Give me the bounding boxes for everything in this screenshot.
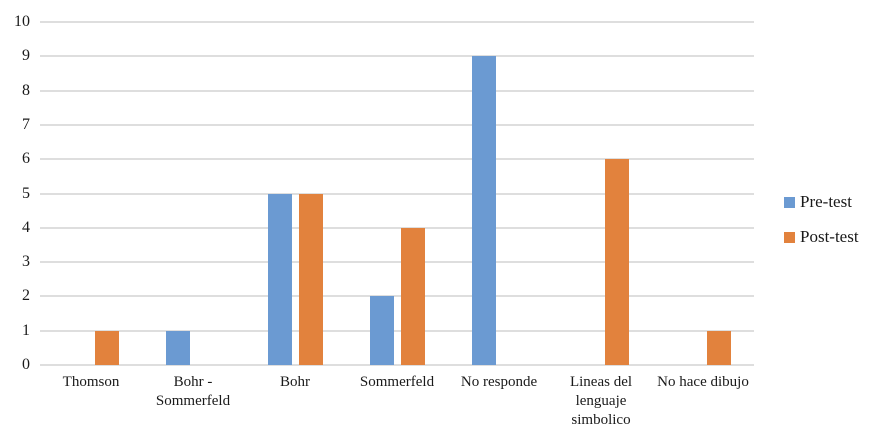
legend: Pre-test Post-test: [784, 192, 859, 262]
legend-item-post-test: Post-test: [784, 227, 859, 247]
plot-area: [40, 21, 754, 366]
bar-pre-test-no-responde: [471, 56, 496, 365]
x-axis-label-bohr-sommerfeld: Bohr - Sommerfeld: [155, 374, 231, 409]
bar-post-test-bohr: [298, 193, 323, 365]
x-axis-label-sommerfeld: Sommerfeld: [359, 374, 435, 390]
legend-label: Pre-test: [800, 192, 852, 211]
y-axis: 0 1 2 3 4 5 6 7 8 9 10: [0, 13, 32, 373]
legend-item-pre-test: Pre-test: [784, 192, 859, 212]
bar-group-bohr: [244, 22, 346, 365]
bar-group-lineas-del-lenguaje-simbolico: [550, 22, 652, 365]
y-axis-tick-label: 3: [22, 253, 30, 271]
y-axis-tick-label: 5: [22, 184, 30, 202]
legend-swatch-icon: [784, 231, 795, 243]
y-axis-tick-label: 8: [22, 81, 30, 99]
gridline: [40, 21, 754, 23]
y-axis-tick-label: 10: [14, 13, 30, 30]
bar-post-test-thomson: [94, 330, 119, 365]
bar-group-sommerfeld: [346, 22, 448, 365]
x-axis-label-no-hace-dibujo: No hace dibujo: [657, 374, 749, 390]
bar-groups: [40, 22, 754, 365]
y-axis-tick-label: 2: [22, 287, 30, 305]
bar-pre-test-bohr: [267, 193, 292, 365]
x-axis-label-thomson: Thomson: [62, 374, 120, 390]
x-axis-label-lineas-del-lenguaje-simbolico: Lineas del lenguaje simbolico: [569, 374, 633, 428]
bar-group-thomson: [40, 22, 142, 365]
gridline: [40, 226, 754, 229]
gridline: [40, 364, 754, 366]
y-axis-tick-label: 9: [22, 47, 30, 65]
gridline: [40, 192, 754, 195]
gridline: [40, 295, 754, 298]
x-axis-label-bohr: Bohr: [280, 374, 310, 390]
y-axis-tick-label: 6: [22, 150, 30, 168]
gridline: [40, 158, 754, 161]
legend-swatch-icon: [784, 196, 795, 208]
y-axis-tick-label: 4: [22, 218, 30, 236]
bar-group-bohr-sommerfeld: [142, 22, 244, 365]
bar-group-no-hace-dibujo: [652, 22, 754, 365]
gridline: [40, 89, 754, 92]
x-axis: Thomson Bohr - Sommerfeld Bohr Sommerfeld No…: [40, 373, 754, 430]
bar-pre-test-sommerfeld: [369, 296, 394, 365]
bar-group-no-responde: [448, 22, 550, 365]
legend-label: Post-test: [800, 227, 859, 246]
bar-post-test-sommerfeld: [400, 227, 425, 365]
gridline: [40, 123, 754, 126]
y-axis-tick-label: 1: [22, 321, 30, 339]
gridline: [40, 55, 754, 58]
gridline: [40, 261, 754, 264]
gridline: [40, 329, 754, 332]
x-axis-label-no-responde: No responde: [460, 374, 538, 390]
bar-pre-test-bohr-sommerfeld: [165, 330, 190, 365]
y-axis-tick-label: 0: [22, 356, 30, 373]
bar-post-test-no-hace-dibujo: [706, 330, 731, 365]
bar-post-test-lineas-del-lenguaje-simbolico: [604, 159, 629, 365]
y-axis-tick-label: 7: [22, 115, 30, 133]
